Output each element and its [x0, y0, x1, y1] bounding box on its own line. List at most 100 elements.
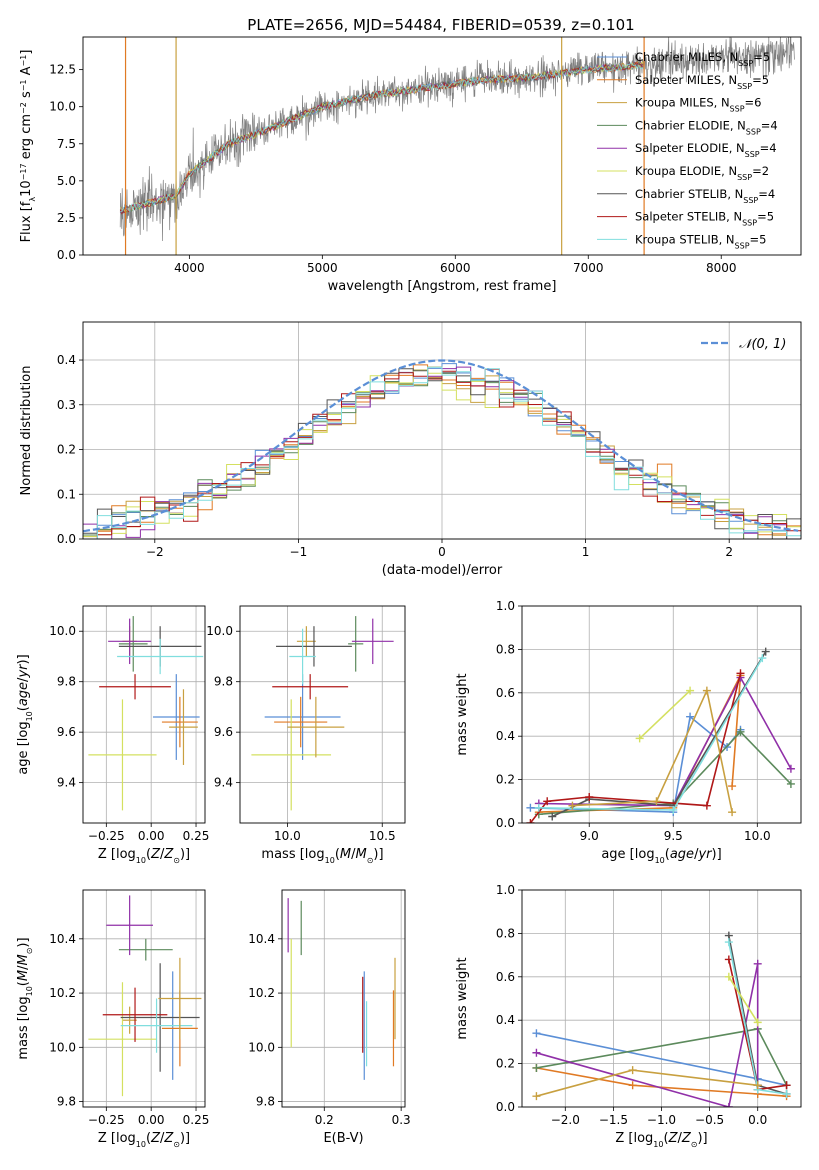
- weight-marker: [526, 819, 535, 823]
- model-spectrum-7: [119, 61, 644, 215]
- x-tick-label: 10.0: [744, 829, 771, 843]
- model-spectrum-8: [120, 62, 644, 213]
- x-axis-label: age [log10(age/yr)]: [601, 847, 721, 865]
- panel-residuals: −2 −1 0 1 2 0.0 0.1 0.2 0.3 0.4 (data-model)/error…: [19, 321, 802, 578]
- weight-marker: [753, 1081, 762, 1090]
- y-tick-label: 1.0: [496, 883, 515, 897]
- y-tick-label: 9.4: [214, 776, 233, 790]
- weight-marker: [568, 801, 577, 810]
- x-tick-label: −0.5: [695, 1113, 724, 1127]
- plot-area: [287, 898, 396, 1080]
- y-axis-label: mass [log10(M/M⊙)]: [16, 937, 34, 1059]
- weight-marker: [669, 805, 678, 814]
- weight-marker: [702, 686, 711, 695]
- residual-histogram-0: [83, 363, 801, 539]
- legend-entry: 𝒩(0, 1): [739, 337, 786, 352]
- plot-area: [88, 895, 202, 1097]
- legend: Chabrier MILES, NSSP=5 Salpeter MILES, NS…: [597, 50, 778, 250]
- x-tick-label: 0.25: [183, 829, 210, 843]
- weight-marker: [628, 1081, 637, 1090]
- y-tick-label: 5.0: [57, 174, 76, 188]
- x-axis-label: (data-model)/error: [382, 563, 503, 578]
- panel-age-vs-Z: −0.25 0.00 0.25 9.4 9.6 9.8 10.0 Z [log10(Z/Z⊙)…: [16, 605, 210, 865]
- legend-entry: Kroupa MILES, NSSP=6: [635, 96, 761, 114]
- y-tick-label: 0.0: [496, 1100, 515, 1114]
- panel-weight-vs-Z: −2.0 −1.5 −1.0 −0.5 0.0 0.0 0.2 0.4 0.6 0.8 1.0 Z […: [455, 883, 802, 1149]
- y-tick-label: 10.0: [49, 100, 76, 114]
- plot-area: [83, 359, 801, 539]
- y-tick-label: 0.2: [496, 1057, 515, 1071]
- x-tick-label: −2: [146, 545, 164, 559]
- weight-marker: [758, 654, 767, 663]
- axes-frame: [82, 36, 802, 256]
- y-tick-label: 9.8: [214, 675, 233, 689]
- y-tick-label: 10.4: [49, 932, 76, 946]
- axes-frame: [239, 605, 406, 824]
- y-axis-label: Flux [fλ10−17 erg cm−2 s−1 A−1]: [19, 50, 37, 243]
- y-tick-label: 0.2: [57, 443, 76, 457]
- weight-marker: [652, 797, 661, 806]
- y-tick-label: 10.0: [206, 624, 233, 638]
- y-tick-label: 0.1: [57, 487, 76, 501]
- weight-marker: [543, 797, 552, 806]
- weight-line-8: [572, 688, 733, 813]
- x-tick-label: 4000: [174, 261, 205, 275]
- x-tick-label: 9.0: [580, 829, 599, 843]
- normal-distribution-curve: [83, 359, 799, 533]
- model-spectrum-3: [119, 61, 644, 214]
- y-tick-label: 9.8: [256, 1095, 275, 1109]
- model-spectrum-0: [119, 62, 644, 215]
- x-tick-label: −0.25: [88, 1113, 125, 1127]
- y-tick-label: 9.8: [57, 675, 76, 689]
- x-tick-label: −2.0: [551, 1113, 580, 1127]
- y-tick-label: 12.5: [49, 63, 76, 77]
- weight-marker: [753, 959, 762, 968]
- legend-entry: Chabrier ELODIE, NSSP=4: [635, 118, 778, 136]
- y-tick-label: 0.8: [496, 926, 515, 940]
- x-axis-label: Z [log10(Z/Z⊙)]: [98, 847, 190, 865]
- x-tick-label: 7000: [573, 261, 604, 275]
- model-spectrum-6: [119, 61, 644, 214]
- panel-mass-vs-Z: −0.25 0.00 0.25 9.8 10.0 10.2 10.4 Z [log10(Z/Z…: [16, 889, 209, 1149]
- weight-line-7: [538, 657, 763, 811]
- weight-marker: [724, 1103, 733, 1107]
- weight-marker: [532, 1048, 541, 1057]
- weight-marker: [724, 938, 733, 947]
- x-tick-label: 0.00: [138, 1113, 165, 1127]
- legend-entry: Kroupa ELODIE, NSSP=2: [635, 164, 769, 182]
- axes-frame: [82, 605, 206, 824]
- y-tick-label: 9.6: [214, 725, 233, 739]
- y-tick-label: 10.0: [49, 1040, 76, 1054]
- legend-entry: Chabrier MILES, NSSP=5: [635, 50, 770, 68]
- weight-marker: [761, 647, 770, 656]
- x-tick-label: −0.25: [88, 829, 125, 843]
- y-tick-label: 0.6: [496, 970, 515, 984]
- x-tick-label: −1.5: [599, 1113, 628, 1127]
- weight-line-4: [639, 690, 691, 739]
- y-tick-label: 0.4: [496, 1013, 515, 1027]
- y-tick-label: 9.6: [57, 725, 76, 739]
- residual-histogram-8: [83, 366, 801, 539]
- plot-area: [251, 616, 394, 811]
- axes-frame: [82, 889, 206, 1108]
- x-tick-label: 0.2: [315, 1113, 334, 1127]
- x-axis-label: mass [log10(M/M⊙)]: [261, 847, 383, 865]
- axes-frame: [521, 889, 802, 1108]
- chart-layer: 4000 5000 6000 7000 80000.02.55.07.510.012.5…: [16, 36, 802, 1149]
- x-tick-label: 9.5: [664, 829, 683, 843]
- x-tick-label: 0.0: [748, 1113, 767, 1127]
- y-tick-label: 0.8: [496, 642, 515, 656]
- weight-marker: [782, 1081, 791, 1090]
- axes-frame: [521, 605, 802, 824]
- weight-marker: [786, 764, 795, 773]
- axes-frame: [281, 889, 406, 1108]
- axes-frame: [82, 321, 802, 540]
- x-tick-label: 5000: [307, 261, 338, 275]
- legend-entry: Salpeter STELIB, NSSP=5: [635, 210, 774, 228]
- plot-area: [119, 37, 795, 255]
- x-tick-label: 1: [582, 545, 590, 559]
- y-tick-label: 2.5: [57, 211, 76, 225]
- y-tick-label: 10.0: [248, 1040, 275, 1054]
- weight-marker: [686, 686, 695, 695]
